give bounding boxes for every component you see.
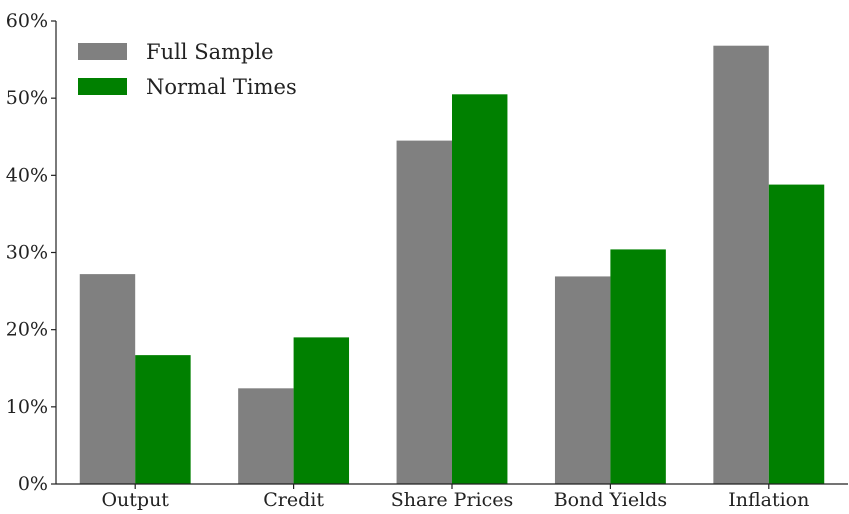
y-tick-label: 20% [6,319,48,341]
y-tick-label: 40% [6,164,48,186]
bars-layer [79,45,825,485]
x-labels-layer: Output Credit Share Prices Bond Yields Infla… [101,484,809,511]
legend: Full Sample Normal Times [78,40,297,99]
legend-label: Full Sample [146,40,274,64]
legend-label: Normal Times [146,75,297,99]
y-tick-label: 50% [6,87,48,109]
bar-full-sample-output [79,274,136,484]
y-tick-label: 0% [18,473,48,495]
bar-normal-times-share-prices [452,94,508,484]
bar-full-sample-bond-yields [554,276,611,484]
bar-full-sample-share-prices [396,140,452,485]
x-category-label: Credit [263,489,324,510]
x-category-label: Inflation [728,489,809,510]
y-tick-label: 10% [6,396,48,418]
y-ticks-layer: 0% 10% 20% 30% 40% 50% 60% [6,10,56,495]
y-tick-label: 60% [6,10,48,32]
legend-swatch [78,43,127,60]
x-category-label: Share Prices [391,489,514,510]
bar-normal-times-credit [293,337,350,484]
bar-normal-times-bond-yields [610,249,666,484]
legend-swatch [78,78,127,95]
bar-normal-times-output [135,355,191,484]
x-category-label: Output [101,489,169,510]
bar-full-sample-inflation [713,45,769,484]
bar-full-sample-credit [238,388,294,484]
x-category-label: Bond Yields [554,489,667,510]
y-tick-label: 30% [6,242,48,264]
bar-normal-times-inflation [768,184,825,484]
